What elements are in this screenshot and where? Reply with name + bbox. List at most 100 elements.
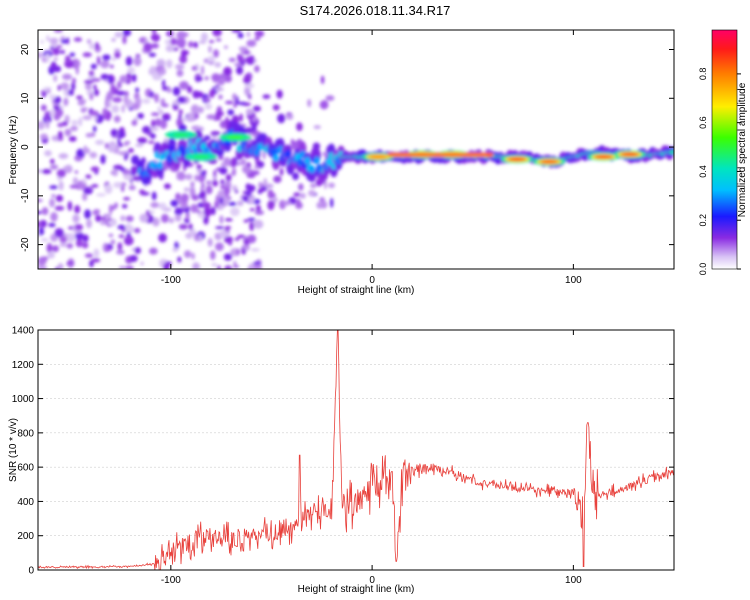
noise-blob xyxy=(180,32,189,37)
hotspot-core xyxy=(508,157,527,161)
noise-blob xyxy=(180,193,189,203)
y-tick-label: 1200 xyxy=(12,360,35,371)
noise-blob xyxy=(94,42,99,50)
noise-blob xyxy=(177,96,186,104)
noise-blob xyxy=(107,99,112,108)
noise-blob xyxy=(58,180,64,191)
noise-blob xyxy=(107,220,115,225)
noise-blob xyxy=(113,181,123,189)
noise-blob xyxy=(135,87,140,93)
noise-blob xyxy=(207,237,213,247)
noise-blob xyxy=(63,97,69,107)
noise-blob xyxy=(163,183,171,190)
noise-blob xyxy=(219,215,224,224)
noise-blob xyxy=(262,94,271,99)
noise-blob xyxy=(210,206,216,216)
noise-blob xyxy=(131,119,138,126)
noise-blob xyxy=(46,35,50,42)
noise-blob xyxy=(66,232,76,243)
noise-blob xyxy=(211,263,218,267)
ridge-blob xyxy=(284,149,291,158)
hotspot-core xyxy=(192,155,211,159)
noise-blob xyxy=(272,104,280,111)
noise-blob xyxy=(82,178,87,184)
noise-blob xyxy=(109,64,114,69)
noise-blob xyxy=(215,226,225,230)
noise-blob xyxy=(158,202,167,210)
noise-blob xyxy=(111,57,116,61)
noise-blob xyxy=(322,151,327,157)
noise-blob xyxy=(60,50,66,55)
noise-blob xyxy=(131,73,137,83)
noise-blob xyxy=(196,168,203,174)
noise-blob xyxy=(159,119,168,130)
noise-blob xyxy=(91,184,99,188)
noise-blob xyxy=(125,240,129,245)
noise-blob xyxy=(196,210,201,214)
noise-blob xyxy=(148,210,155,214)
noise-blob xyxy=(47,251,55,259)
noise-blob xyxy=(243,219,249,223)
noise-blob xyxy=(69,184,78,189)
y-tick-label: -10 xyxy=(20,188,31,203)
noise-blob xyxy=(185,208,189,214)
noise-blob xyxy=(323,179,328,190)
noise-blob xyxy=(177,256,182,263)
noise-blob xyxy=(214,87,225,92)
noise-blob xyxy=(108,75,113,83)
noise-blob xyxy=(126,223,131,227)
noise-blob xyxy=(218,230,229,238)
noise-blob xyxy=(234,237,240,241)
hotspot-core xyxy=(171,133,190,137)
noise-blob xyxy=(192,262,201,269)
noise-blob xyxy=(325,95,335,102)
noise-blob xyxy=(175,37,186,48)
noise-blob xyxy=(125,56,133,67)
noise-blob xyxy=(183,250,192,259)
noise-blob xyxy=(190,203,199,213)
noise-blob xyxy=(187,41,194,48)
snr-series-line xyxy=(38,330,674,570)
noise-blob xyxy=(231,30,242,33)
noise-blob xyxy=(253,59,257,63)
noise-blob xyxy=(228,201,237,206)
noise-blob xyxy=(41,169,52,174)
noise-blob xyxy=(72,177,79,186)
noise-blob xyxy=(224,265,232,269)
noise-blob xyxy=(232,93,237,101)
noise-blob xyxy=(219,196,224,205)
noise-blob xyxy=(196,164,202,170)
noise-blob xyxy=(247,217,256,222)
noise-blob xyxy=(57,84,61,91)
noise-blob xyxy=(165,44,175,53)
noise-blob xyxy=(223,186,231,195)
noise-blob xyxy=(228,57,236,62)
noise-blob xyxy=(80,107,89,111)
noise-blob xyxy=(244,49,249,55)
noise-blob xyxy=(118,151,128,156)
noise-blob xyxy=(245,108,254,116)
noise-blob xyxy=(131,155,140,165)
noise-blob xyxy=(200,32,209,42)
noise-blob xyxy=(90,166,100,172)
noise-blob xyxy=(156,58,166,68)
noise-blob xyxy=(240,158,247,166)
noise-blob xyxy=(147,140,155,144)
noise-blob xyxy=(40,90,46,94)
noise-blob xyxy=(44,115,50,121)
noise-blob xyxy=(276,89,283,99)
noise-blob xyxy=(114,48,121,53)
noise-blob xyxy=(184,173,193,180)
noise-blob xyxy=(253,264,263,269)
noise-blob xyxy=(193,41,199,49)
noise-blob xyxy=(229,207,240,217)
noise-blob xyxy=(61,39,67,44)
noise-blob xyxy=(140,261,144,266)
noise-blob xyxy=(38,52,44,59)
noise-blob xyxy=(56,110,61,118)
noise-blob xyxy=(73,37,83,42)
noise-blob xyxy=(158,233,167,243)
noise-blob xyxy=(128,148,134,153)
noise-blob xyxy=(127,67,136,74)
noise-blob xyxy=(57,263,64,269)
